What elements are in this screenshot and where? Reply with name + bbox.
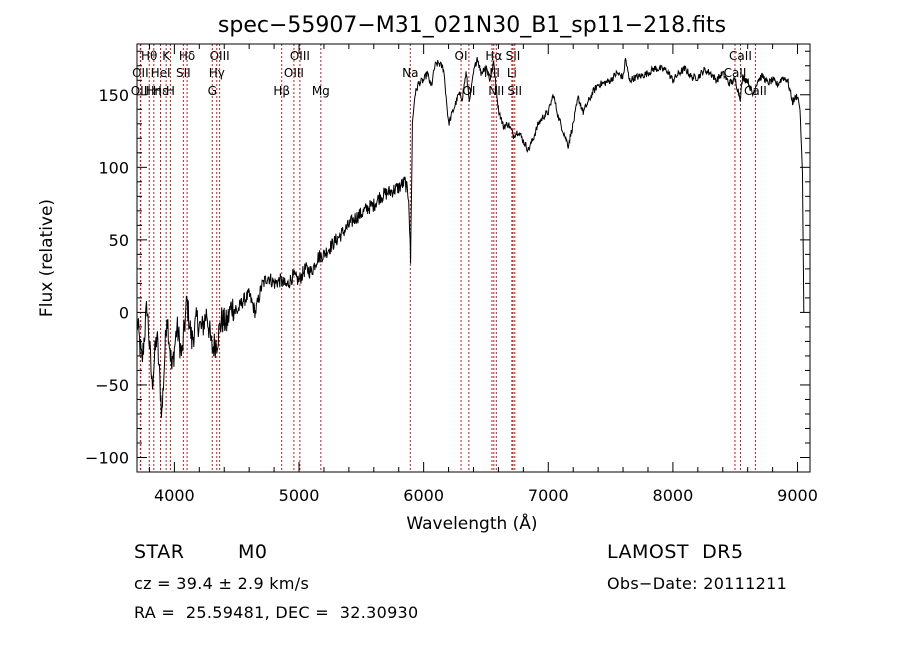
line-marker-label-26: CaII (729, 49, 752, 63)
y-tick-label-3: 50 (109, 231, 129, 250)
line-marker-label-18: OI (455, 49, 468, 63)
object-class: STAR (134, 541, 185, 563)
y-axis-label: Flux (relative) (37, 199, 57, 317)
survey-name: LAMOST DR5 (607, 541, 744, 563)
line-marker-label-27: CaII (724, 66, 747, 80)
object-subclass: M0 (238, 541, 268, 563)
x-tick-label-4: 8000 (653, 486, 694, 505)
line-marker-label-24: Li (507, 66, 517, 80)
line-marker-label-4: K (162, 49, 171, 63)
line-marker-label-17: Na (402, 66, 418, 80)
line-marker-label-12: G (208, 84, 217, 98)
line-marker-label-3: Hη (146, 84, 163, 98)
redshift-cz: cz = 39.4 ± 2.9 km/s (134, 574, 310, 593)
y-tick-label-1: −50 (95, 376, 129, 395)
line-marker-label-7: H (166, 84, 175, 98)
x-tick-label-5: 9000 (777, 486, 818, 505)
spectrum-line (136, 57, 805, 418)
plot-frame (136, 43, 811, 473)
observation-date: Obs−Date: 20111211 (607, 574, 788, 593)
y-tick-label-2: 0 (119, 303, 129, 322)
y-tick-label-4: 100 (98, 158, 129, 177)
line-marker-label-23: SII (506, 49, 521, 63)
line-marker-label-6: Hε (153, 84, 169, 98)
line-marker-label-20: Hα (485, 49, 502, 63)
line-marker-label-14: OIII (290, 49, 310, 63)
line-marker-label-0: Hθ (141, 49, 157, 63)
ra-dec-coordinates: RA = 25.59481, DEC = 32.30930 (134, 603, 419, 622)
line-marker-label-9: SII (176, 66, 191, 80)
line-marker-label-25: SII (507, 84, 522, 98)
line-marker-label-15: OIII (284, 66, 304, 80)
line-marker-label-11: Hγ (209, 66, 225, 80)
line-marker-label-10: OIII (210, 49, 230, 63)
line-marker-label-19: OI (462, 84, 475, 98)
y-tick-label-5: 150 (98, 86, 129, 105)
line-marker-label-13: Hβ (273, 84, 290, 98)
x-tick-label-1: 5000 (279, 486, 320, 505)
line-marker-label-8: Hδ (179, 49, 195, 63)
x-tick-label-2: 6000 (403, 486, 444, 505)
x-axis-label: Wavelength (Å) (406, 512, 537, 534)
chart-title: spec−55907−M31_021N30_B1_sp11−218.fits (218, 13, 726, 38)
x-tick-label-3: 7000 (528, 486, 569, 505)
y-tick-label-0: −100 (85, 448, 129, 467)
x-tick-label-0: 4000 (154, 486, 195, 505)
axis-ticks: 4000 5000 6000 7000 8000 9000 −100 −50 0 50 100 150 (85, 44, 818, 505)
line-marker-label-16: Mg (312, 84, 330, 98)
